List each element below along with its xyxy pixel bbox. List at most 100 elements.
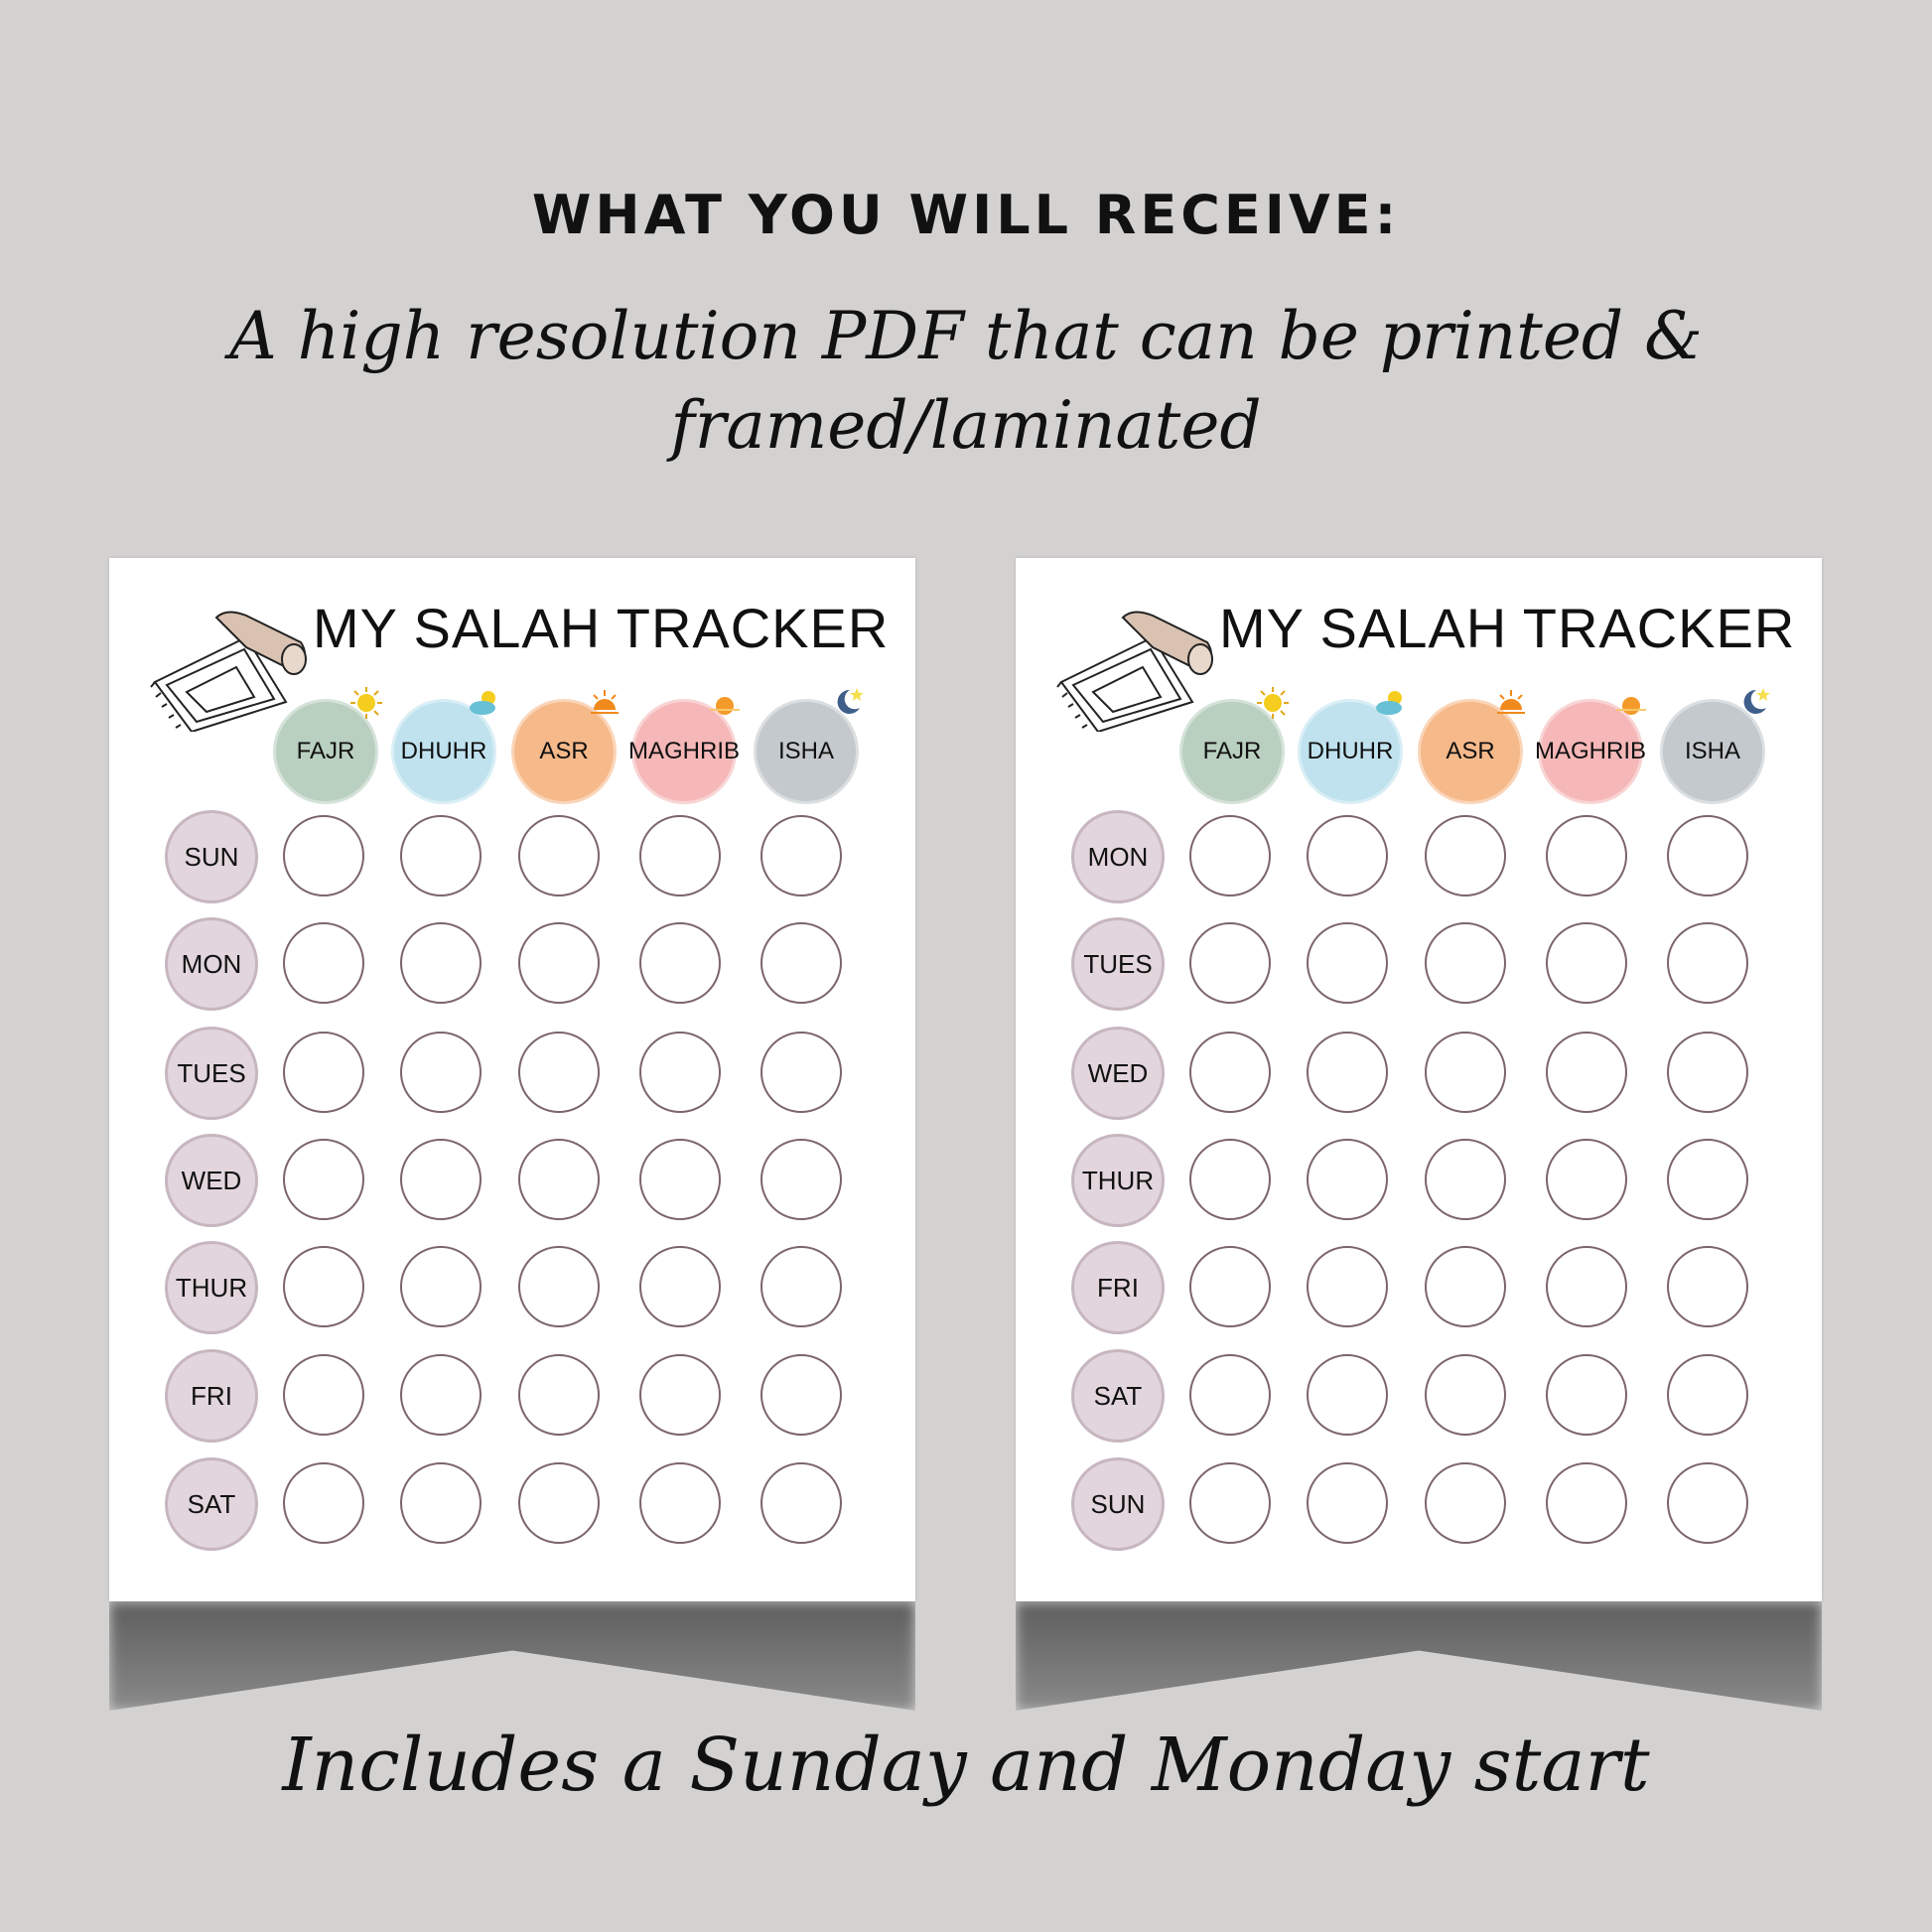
checkbox-sat-maghrib[interactable]	[1546, 1354, 1627, 1436]
checkbox-wed-asr[interactable]	[518, 1139, 600, 1220]
day-label-sun: SUN	[165, 810, 258, 903]
day-text: THUR	[175, 1273, 248, 1303]
description-line-2: framed/laminated	[670, 387, 1262, 464]
day-text: SAT	[1093, 1381, 1143, 1411]
checkbox-wed-isha[interactable]	[760, 1139, 842, 1220]
prayer-header-asr: ASR	[514, 690, 619, 801]
checkbox-sat-isha[interactable]	[760, 1462, 842, 1544]
checkbox-fri-isha[interactable]	[760, 1354, 842, 1436]
prayer-header-fajr: FAJR	[276, 687, 382, 801]
checkbox-wed-dhuhr[interactable]	[1307, 1032, 1388, 1113]
day-label-mon: MON	[165, 917, 258, 1011]
checkbox-tues-isha[interactable]	[1667, 922, 1748, 1004]
checkbox-mon-asr[interactable]	[518, 922, 600, 1004]
tracker-title: MY SALAH TRACKER	[313, 597, 890, 659]
checkbox-thur-maghrib[interactable]	[639, 1246, 721, 1327]
checkbox-fri-asr[interactable]	[518, 1354, 600, 1436]
checkbox-tues-maghrib[interactable]	[1546, 922, 1627, 1004]
prayer-label: ASR	[539, 738, 589, 764]
checkbox-mon-isha[interactable]	[760, 922, 842, 1004]
checkbox-sun-fajr[interactable]	[283, 815, 364, 897]
moon-star-icon	[1736, 686, 1770, 720]
checkbox-fri-maghrib[interactable]	[639, 1354, 721, 1436]
checkbox-tues-asr[interactable]	[518, 1032, 600, 1113]
prayer-label: DHUHR	[1307, 738, 1394, 764]
prayer-rug-icon	[1053, 608, 1217, 734]
checkbox-sat-isha[interactable]	[1667, 1354, 1748, 1436]
checkbox-thur-dhuhr[interactable]	[1307, 1139, 1388, 1220]
checkbox-mon-fajr[interactable]	[1189, 815, 1271, 897]
checkbox-wed-fajr[interactable]	[283, 1139, 364, 1220]
checkbox-wed-isha[interactable]	[1667, 1032, 1748, 1113]
checkbox-fri-maghrib[interactable]	[1546, 1246, 1627, 1327]
checkbox-fri-asr[interactable]	[1425, 1246, 1506, 1327]
checkbox-sat-asr[interactable]	[1425, 1354, 1506, 1436]
checkbox-thur-fajr[interactable]	[283, 1246, 364, 1327]
checkbox-sun-dhuhr[interactable]	[400, 815, 482, 897]
checkbox-sat-maghrib[interactable]	[639, 1462, 721, 1544]
checkbox-tues-maghrib[interactable]	[639, 1032, 721, 1113]
moon-star-icon	[830, 686, 864, 720]
checkbox-mon-maghrib[interactable]	[1546, 815, 1627, 897]
setting-sun-icon	[708, 686, 742, 720]
checkbox-thur-fajr[interactable]	[1189, 1139, 1271, 1220]
checkbox-tues-dhuhr[interactable]	[1307, 922, 1388, 1004]
checkbox-thur-isha[interactable]	[760, 1246, 842, 1327]
checkbox-tues-asr[interactable]	[1425, 922, 1506, 1004]
checkbox-sun-isha[interactable]	[760, 815, 842, 897]
checkbox-sun-maghrib[interactable]	[1546, 1462, 1627, 1544]
checkbox-sat-fajr[interactable]	[1189, 1354, 1271, 1436]
checkbox-thur-dhuhr[interactable]	[400, 1246, 482, 1327]
checkbox-mon-maghrib[interactable]	[639, 922, 721, 1004]
day-label-tues: TUES	[1071, 917, 1165, 1011]
checkbox-wed-dhuhr[interactable]	[400, 1139, 482, 1220]
checkbox-thur-asr[interactable]	[1425, 1139, 1506, 1220]
checkbox-wed-asr[interactable]	[1425, 1032, 1506, 1113]
checkbox-sun-asr[interactable]	[518, 815, 600, 897]
checkbox-tues-fajr[interactable]	[283, 1032, 364, 1113]
prayer-header-maghrib: MAGHRIB	[1535, 697, 1646, 801]
checkbox-fri-fajr[interactable]	[283, 1354, 364, 1436]
checkbox-thur-asr[interactable]	[518, 1246, 600, 1327]
prayer-header-dhuhr: DHUHR	[394, 691, 495, 801]
day-label-sat: SAT	[165, 1457, 258, 1551]
checkbox-fri-fajr[interactable]	[1189, 1246, 1271, 1327]
prayer-label: MAGHRIB	[1535, 738, 1647, 764]
checkbox-tues-dhuhr[interactable]	[400, 1032, 482, 1113]
checkbox-thur-isha[interactable]	[1667, 1139, 1748, 1220]
checkbox-mon-isha[interactable]	[1667, 815, 1748, 897]
checkbox-sat-asr[interactable]	[518, 1462, 600, 1544]
checkbox-tues-fajr[interactable]	[1189, 922, 1271, 1004]
day-text: WED	[1087, 1058, 1149, 1088]
checkbox-sun-isha[interactable]	[1667, 1462, 1748, 1544]
day-label-fri: FRI	[165, 1349, 258, 1443]
checkbox-wed-maghrib[interactable]	[1546, 1032, 1627, 1113]
day-label-wed: WED	[165, 1134, 258, 1227]
day-label-mon: MON	[1071, 810, 1165, 903]
checkbox-thur-maghrib[interactable]	[1546, 1139, 1627, 1220]
checkbox-sat-fajr[interactable]	[283, 1462, 364, 1544]
day-text: THUR	[1081, 1166, 1155, 1195]
checkbox-sat-dhuhr[interactable]	[1307, 1354, 1388, 1436]
checkbox-fri-dhuhr[interactable]	[400, 1354, 482, 1436]
checkbox-fri-dhuhr[interactable]	[1307, 1246, 1388, 1327]
description-line-1: A high resolution PDF that can be printe…	[229, 298, 1703, 374]
prayer-label: FAJR	[1202, 738, 1262, 764]
checkbox-sun-maghrib[interactable]	[639, 815, 721, 897]
checkbox-mon-asr[interactable]	[1425, 815, 1506, 897]
checkbox-mon-dhuhr[interactable]	[1307, 815, 1388, 897]
checkbox-sun-asr[interactable]	[1425, 1462, 1506, 1544]
sun-icon	[349, 686, 383, 720]
heading: WHAT YOU WILL RECEIVE:	[531, 184, 1401, 246]
day-text: SUN	[184, 842, 239, 872]
checkbox-mon-fajr[interactable]	[283, 922, 364, 1004]
checkbox-sun-dhuhr[interactable]	[1307, 1462, 1388, 1544]
checkbox-mon-dhuhr[interactable]	[400, 922, 482, 1004]
checkbox-sat-dhuhr[interactable]	[400, 1462, 482, 1544]
checkbox-wed-fajr[interactable]	[1189, 1032, 1271, 1113]
prayer-label: ISHA	[1684, 738, 1740, 764]
checkbox-tues-isha[interactable]	[760, 1032, 842, 1113]
checkbox-sun-fajr[interactable]	[1189, 1462, 1271, 1544]
checkbox-wed-maghrib[interactable]	[639, 1139, 721, 1220]
checkbox-fri-isha[interactable]	[1667, 1246, 1748, 1327]
